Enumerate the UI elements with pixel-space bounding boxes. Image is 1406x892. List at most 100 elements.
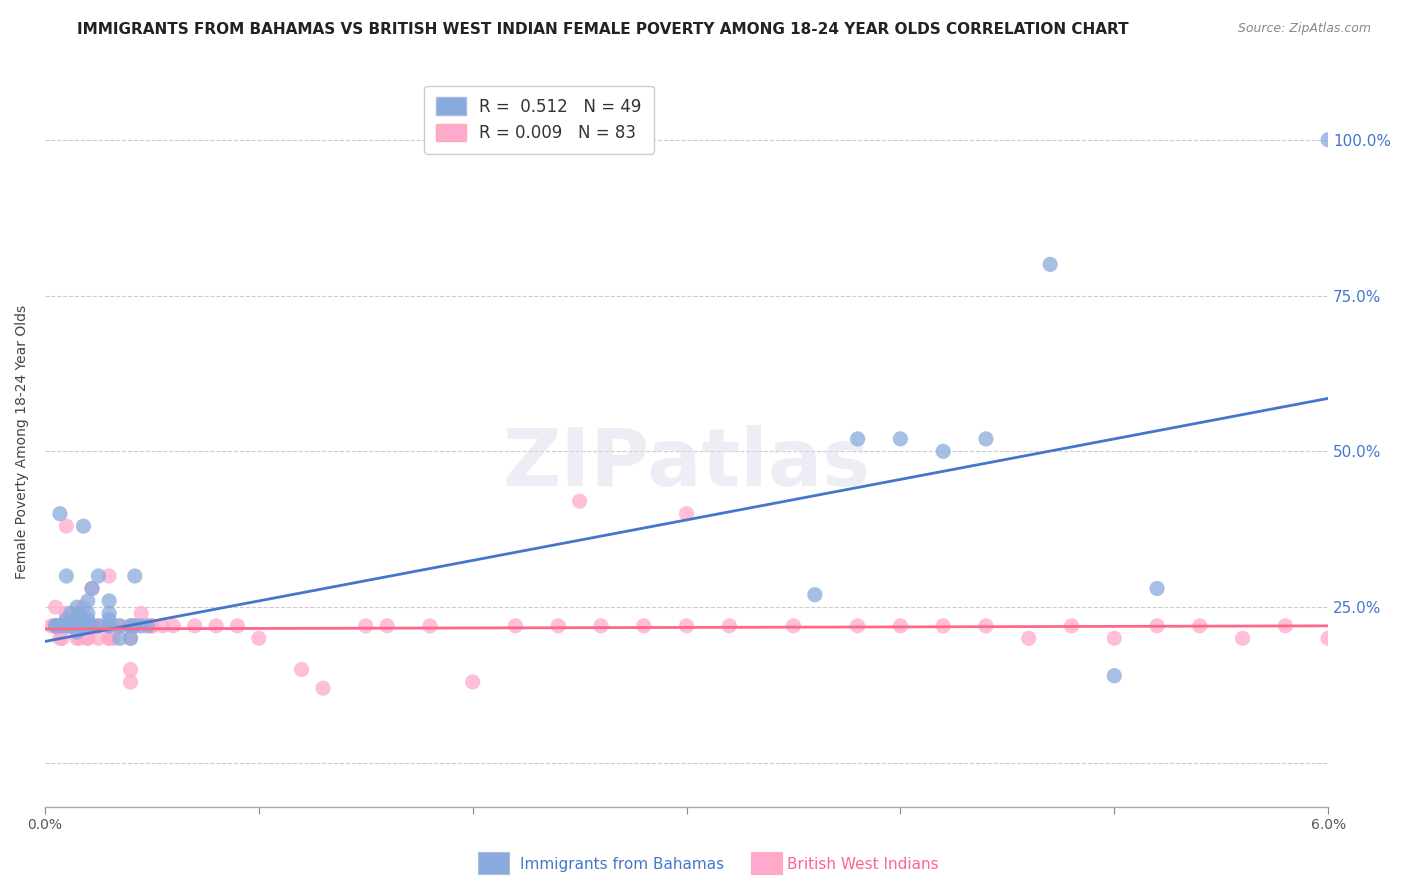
Point	[98, 619, 121, 633]
Point	[98, 619, 121, 633]
Y-axis label: Female Poverty Among 18-24 Year Olds: Female Poverty Among 18-24 Year Olds	[15, 305, 30, 579]
Point	[49, 619, 72, 633]
Point	[846, 432, 869, 446]
Point	[974, 432, 997, 446]
Point	[124, 619, 146, 633]
Point	[932, 619, 955, 633]
Point	[66, 632, 89, 646]
Point	[120, 675, 142, 690]
Point	[76, 632, 98, 646]
Point	[45, 619, 67, 633]
Point	[419, 619, 441, 633]
Point	[66, 613, 89, 627]
Point	[98, 594, 121, 608]
Point	[70, 619, 93, 633]
Point	[55, 613, 77, 627]
Point	[782, 619, 804, 633]
Point	[55, 619, 77, 633]
Point	[76, 619, 98, 633]
Point	[461, 675, 484, 690]
Text: ZIPatlas: ZIPatlas	[502, 425, 870, 503]
Point	[45, 619, 67, 633]
Point	[152, 619, 174, 633]
Point	[87, 632, 110, 646]
Point	[46, 619, 69, 633]
Point	[129, 619, 152, 633]
Point	[1039, 257, 1062, 271]
Point	[67, 632, 90, 646]
Point	[124, 619, 146, 633]
Point	[51, 619, 73, 633]
Point	[291, 663, 314, 677]
Point	[974, 619, 997, 633]
Point	[98, 619, 121, 633]
Point	[87, 569, 110, 583]
Point	[547, 619, 569, 633]
Point	[312, 681, 335, 696]
Point	[1146, 619, 1168, 633]
Point	[889, 619, 911, 633]
Point	[589, 619, 612, 633]
Point	[675, 619, 697, 633]
Point	[46, 619, 69, 633]
Point	[55, 519, 77, 533]
Point	[247, 632, 270, 646]
Point	[80, 619, 103, 633]
Point	[76, 613, 98, 627]
Point	[79, 619, 101, 633]
Point	[55, 619, 77, 633]
Text: Source: ZipAtlas.com: Source: ZipAtlas.com	[1237, 22, 1371, 36]
Point	[103, 619, 125, 633]
Point	[1274, 619, 1296, 633]
Point	[205, 619, 228, 633]
Point	[98, 632, 121, 646]
Point	[1104, 669, 1126, 683]
Point	[568, 494, 591, 508]
Point	[59, 607, 82, 621]
Point	[55, 569, 77, 583]
Point	[141, 619, 163, 633]
Point	[87, 619, 110, 633]
Point	[80, 619, 103, 633]
Point	[45, 600, 67, 615]
Point	[66, 625, 89, 640]
Text: IMMIGRANTS FROM BAHAMAS VS BRITISH WEST INDIAN FEMALE POVERTY AMONG 18-24 YEAR O: IMMIGRANTS FROM BAHAMAS VS BRITISH WEST …	[77, 22, 1129, 37]
Point	[76, 607, 98, 621]
Point	[72, 519, 94, 533]
Point	[66, 600, 89, 615]
Point	[63, 619, 86, 633]
Point	[120, 619, 142, 633]
Point	[846, 619, 869, 633]
Point	[1104, 632, 1126, 646]
Point	[141, 619, 163, 633]
Point	[76, 632, 98, 646]
Point	[76, 619, 98, 633]
Text: British West Indians: British West Indians	[787, 857, 939, 872]
Point	[889, 432, 911, 446]
Point	[98, 613, 121, 627]
Point	[80, 582, 103, 596]
Point	[108, 619, 131, 633]
Point	[72, 600, 94, 615]
Point	[162, 619, 184, 633]
Point	[183, 619, 205, 633]
Point	[49, 507, 72, 521]
Point	[120, 632, 142, 646]
Point	[55, 607, 77, 621]
Point	[67, 607, 90, 621]
Point	[66, 613, 89, 627]
Point	[41, 619, 63, 633]
Point	[375, 619, 398, 633]
Point	[1146, 582, 1168, 596]
Point	[633, 619, 655, 633]
Point	[51, 632, 73, 646]
Point	[226, 619, 249, 633]
Point	[1060, 619, 1083, 633]
Point	[718, 619, 741, 633]
Point	[505, 619, 527, 633]
Point	[129, 607, 152, 621]
Legend: R =  0.512   N = 49, R = 0.009   N = 83: R = 0.512 N = 49, R = 0.009 N = 83	[425, 86, 654, 153]
Point	[76, 594, 98, 608]
Point	[62, 619, 84, 633]
Point	[45, 619, 67, 633]
